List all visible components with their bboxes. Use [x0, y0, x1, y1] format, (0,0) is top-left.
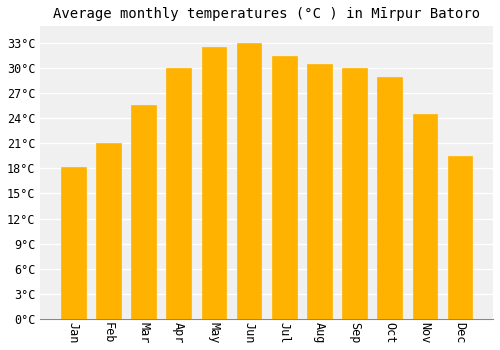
Bar — [61, 167, 86, 319]
Bar — [307, 64, 332, 319]
Bar — [96, 144, 120, 319]
Bar — [412, 114, 438, 319]
Bar — [378, 77, 402, 319]
Bar — [131, 105, 156, 319]
Bar — [202, 47, 226, 319]
Title: Average monthly temperatures (°C ) in Mīrpur Batoro: Average monthly temperatures (°C ) in Mī… — [53, 7, 480, 21]
Bar — [272, 56, 296, 319]
Bar — [448, 156, 472, 319]
Bar — [166, 68, 191, 319]
Bar — [342, 68, 367, 319]
Bar — [237, 43, 262, 319]
